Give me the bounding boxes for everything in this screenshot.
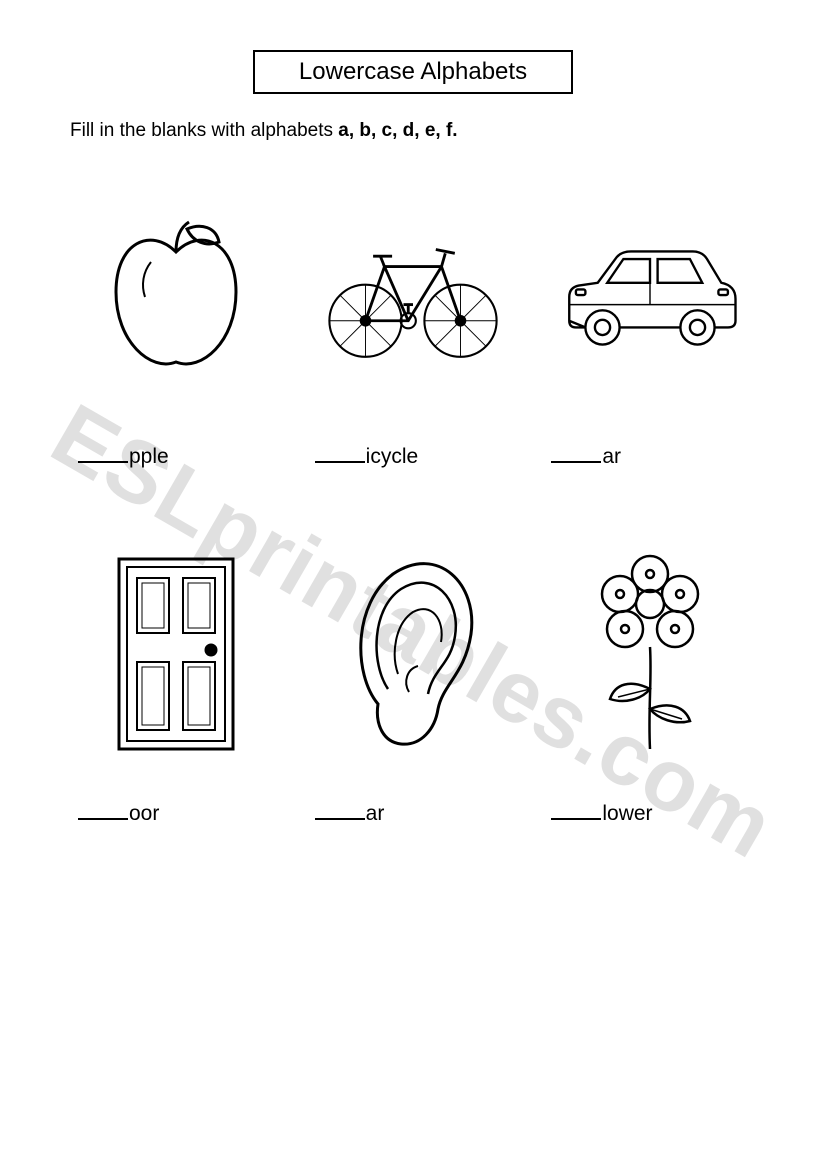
- word-car: ar: [543, 442, 756, 469]
- car-icon: [555, 202, 745, 392]
- word-suffix: icycle: [366, 445, 419, 468]
- item-flower: lower: [543, 559, 756, 826]
- word-suffix: oor: [129, 802, 159, 825]
- blank-input[interactable]: [551, 799, 601, 820]
- flower-icon: [555, 559, 745, 749]
- blank-input[interactable]: [78, 442, 128, 463]
- instruction-letters: a, b, c, d, e, f.: [338, 120, 457, 141]
- bicycle-icon: [318, 202, 508, 392]
- word-suffix: pple: [129, 445, 169, 468]
- word-suffix: ar: [602, 445, 621, 468]
- word-ear: ar: [307, 799, 520, 826]
- instruction-prefix: Fill in the blanks with alphabets: [70, 120, 338, 141]
- word-suffix: lower: [602, 802, 652, 825]
- blank-input[interactable]: [78, 799, 128, 820]
- page-title-box: Lowercase Alphabets: [253, 50, 573, 94]
- worksheet-page: Lowercase Alphabets Fill in the blanks w…: [0, 0, 826, 1169]
- door-icon: [81, 559, 271, 749]
- blank-input[interactable]: [551, 442, 601, 463]
- word-bicycle: icycle: [307, 442, 520, 469]
- item-bicycle: icycle: [307, 202, 520, 469]
- instruction-text: Fill in the blanks with alphabets a, b, …: [70, 120, 756, 142]
- ear-icon: [318, 559, 508, 749]
- item-apple: pple: [70, 202, 283, 469]
- blank-input[interactable]: [315, 442, 365, 463]
- word-door: oor: [70, 799, 283, 826]
- apple-icon: [81, 202, 271, 392]
- page-title: Lowercase Alphabets: [299, 58, 527, 85]
- worksheet-grid: pple: [70, 202, 756, 826]
- item-car: ar: [543, 202, 756, 469]
- blank-input[interactable]: [315, 799, 365, 820]
- word-apple: pple: [70, 442, 283, 469]
- word-suffix: ar: [366, 802, 385, 825]
- word-flower: lower: [543, 799, 756, 826]
- item-door: oor: [70, 559, 283, 826]
- item-ear: ar: [307, 559, 520, 826]
